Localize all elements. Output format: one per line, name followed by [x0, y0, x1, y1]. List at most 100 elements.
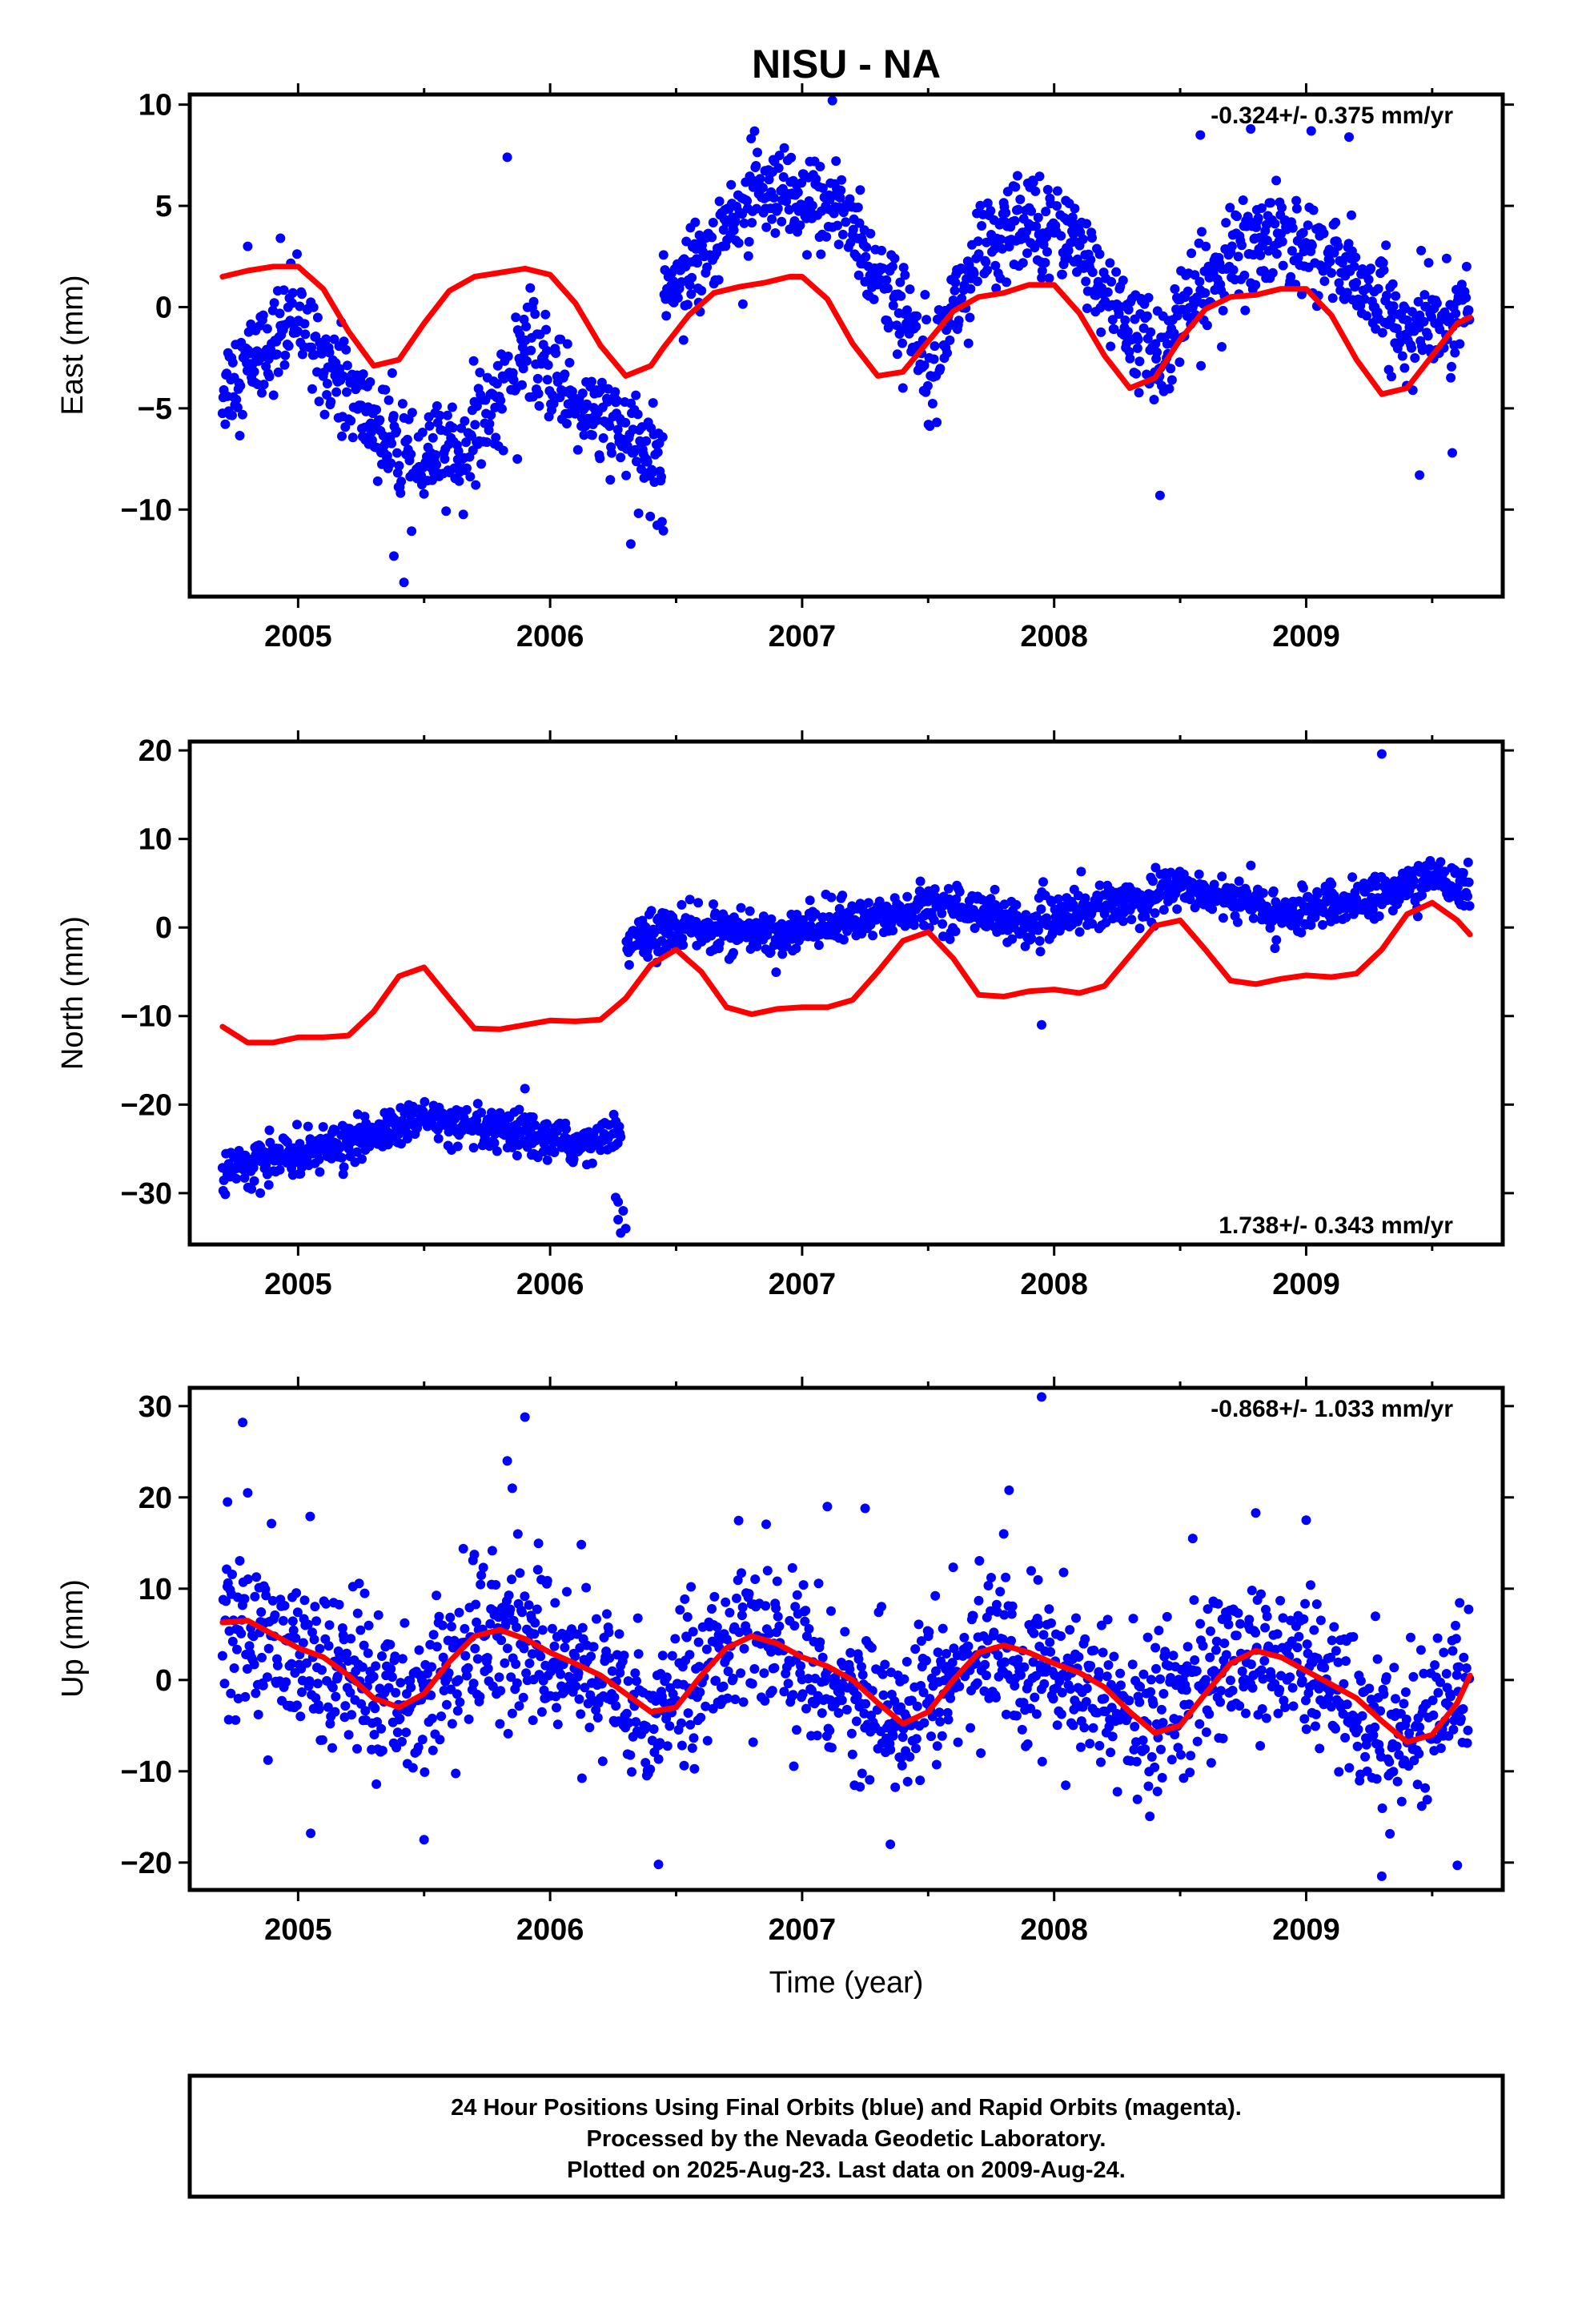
- up-data-point: [1158, 1689, 1169, 1699]
- north-data-point: [587, 1158, 597, 1168]
- up-data-point: [1371, 1774, 1382, 1784]
- up-data-point: [1275, 1595, 1286, 1606]
- east-data-point: [746, 134, 757, 143]
- east-data-point: [1044, 273, 1054, 283]
- east-data-point: [1416, 245, 1427, 255]
- east-data-point: [517, 380, 527, 390]
- east-data-point: [1327, 293, 1338, 304]
- east-data-point: [1278, 260, 1288, 271]
- up-data-point: [251, 1688, 261, 1699]
- east-data-point: [753, 147, 762, 158]
- north-data-point: [420, 1096, 430, 1107]
- up-data-point: [1352, 1741, 1363, 1751]
- east-data-point: [358, 369, 368, 380]
- east-data-point: [767, 214, 777, 224]
- up-data-point: [1414, 1748, 1424, 1759]
- up-data-point: [1463, 1725, 1473, 1735]
- up-data-point: [1156, 1704, 1166, 1715]
- east-data-point: [1447, 361, 1456, 372]
- east-x-tick-label: 2006: [516, 620, 584, 653]
- up-data-point: [359, 1588, 370, 1598]
- east-data-point: [733, 238, 744, 248]
- up-data-point: [959, 1632, 970, 1642]
- up-data-point: [1246, 1659, 1256, 1670]
- east-data-point: [779, 143, 789, 153]
- east-data-point: [235, 380, 246, 391]
- up-data-point: [972, 1678, 982, 1688]
- up-data-point: [801, 1606, 811, 1616]
- east-data-point: [1056, 231, 1066, 241]
- up-data-point: [1235, 1618, 1246, 1629]
- up-outlier-point: [885, 1839, 896, 1849]
- east-data-point: [821, 231, 832, 242]
- up-data-point: [865, 1775, 875, 1785]
- up-data-point: [1082, 1683, 1092, 1694]
- up-data-point: [789, 1761, 799, 1771]
- east-data-point: [407, 526, 417, 537]
- east-data-point: [312, 312, 323, 323]
- up-data-point: [685, 1650, 695, 1660]
- up-data-point: [376, 1723, 387, 1734]
- up-data-point: [1206, 1758, 1216, 1768]
- east-data-point: [417, 428, 428, 437]
- east-data-point: [279, 360, 290, 370]
- east-data-point: [1419, 290, 1430, 300]
- east-data-point: [471, 480, 481, 490]
- up-data-point: [1299, 1614, 1309, 1624]
- east-data-point: [841, 217, 851, 227]
- up-data-point: [1124, 1695, 1134, 1706]
- east-data-point: [1286, 271, 1296, 282]
- north-data-point: [643, 952, 653, 962]
- up-outlier-point: [1376, 1871, 1387, 1881]
- up-data-point: [1433, 1687, 1443, 1698]
- up-data-point: [414, 1645, 424, 1655]
- east-plot-frame: [187, 92, 1505, 599]
- east-data-point: [1033, 212, 1043, 223]
- up-data-point: [847, 1749, 857, 1759]
- east-data-point: [1028, 177, 1038, 187]
- up-data-point: [619, 1651, 629, 1661]
- north-data-point: [472, 1099, 483, 1109]
- east-data-point: [518, 364, 528, 374]
- up-data-point: [314, 1704, 324, 1715]
- east-data-point: [292, 249, 302, 259]
- up-data-point: [512, 1622, 522, 1632]
- up-data-point: [1340, 1732, 1351, 1743]
- east-data-point: [1217, 342, 1227, 352]
- north-data-point: [1408, 875, 1419, 886]
- up-data-point: [1000, 1657, 1010, 1667]
- up-outlier-point: [507, 1483, 517, 1494]
- up-data-point: [478, 1562, 488, 1573]
- east-data-point: [900, 270, 910, 280]
- chart-title: NISU - NA: [752, 42, 941, 86]
- east-data-point: [793, 187, 803, 198]
- east-data-point: [702, 262, 713, 272]
- east-data-point: [342, 387, 351, 397]
- east-data-point: [1037, 273, 1047, 283]
- up-data-point: [982, 1671, 991, 1681]
- up-data-point: [798, 1580, 809, 1590]
- up-data-point: [581, 1582, 592, 1593]
- east-data-point: [612, 424, 623, 435]
- east-data-point: [555, 392, 565, 403]
- east-data-point: [484, 419, 495, 429]
- up-data-point: [1195, 1618, 1206, 1629]
- up-data-point: [966, 1723, 976, 1733]
- up-data-point: [1381, 1672, 1391, 1683]
- up-data-point: [401, 1727, 412, 1738]
- up-data-point: [748, 1737, 758, 1747]
- up-data-point: [340, 1701, 351, 1711]
- east-data-point: [371, 404, 382, 415]
- north-data-point: [1464, 901, 1475, 911]
- up-data-point: [924, 1626, 934, 1637]
- east-data-point: [562, 339, 572, 349]
- up-data-point: [702, 1735, 713, 1746]
- up-data-point: [1140, 1744, 1150, 1755]
- up-data-point: [1089, 1645, 1099, 1655]
- north-data-point: [736, 903, 746, 913]
- up-data-point: [1241, 1708, 1251, 1719]
- east-data-point: [773, 203, 783, 214]
- up-data-point: [1400, 1687, 1411, 1697]
- up-data-point: [482, 1653, 492, 1663]
- up-data-point: [677, 1718, 686, 1728]
